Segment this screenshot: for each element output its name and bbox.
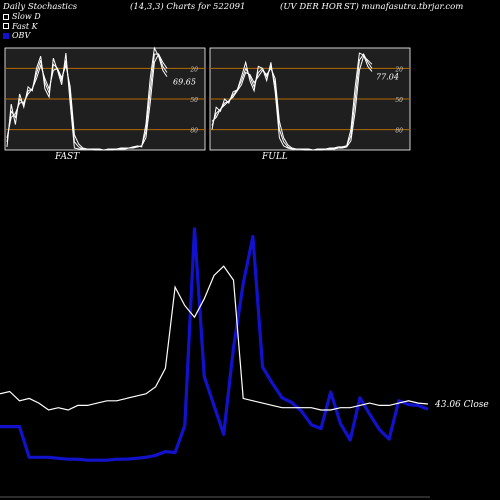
y-tick-label: 50 bbox=[395, 97, 403, 104]
stoch-series-line-1 bbox=[211, 53, 373, 151]
chart-site: ST) munafasutra.tbrjar.com bbox=[344, 2, 464, 12]
y-tick-label: 50 bbox=[190, 97, 198, 104]
chart-symbol: (UV DER HOR bbox=[280, 2, 343, 12]
full-panel-title: FULL bbox=[262, 152, 288, 162]
legend-label: Slow D bbox=[12, 12, 41, 21]
legend-label: Fast K bbox=[12, 21, 38, 31]
close-value-label: 43.06 Close bbox=[434, 400, 489, 410]
obv-series-line bbox=[0, 227, 429, 462]
chart-title: Daily Stochastics bbox=[3, 2, 78, 12]
y-tick-label: 20 bbox=[189, 66, 198, 73]
y-tick-label: 80 bbox=[190, 128, 198, 135]
chart-params: (14,3,3) Charts for 522091 bbox=[130, 2, 246, 12]
legend-item-fast-k: Fast K bbox=[3, 22, 41, 32]
close-series-line bbox=[0, 265, 429, 411]
legend-item-slow-d: Slow D bbox=[3, 12, 41, 22]
legend-item-obv: OBV bbox=[3, 31, 41, 41]
y-tick-label: 20 bbox=[394, 66, 403, 73]
legend-swatch bbox=[3, 13, 9, 20]
stoch-series-line-2 bbox=[6, 53, 168, 151]
last-value-label: 77.04 bbox=[376, 72, 399, 81]
legend: Slow D Fast K OBV bbox=[3, 12, 41, 41]
legend-swatch bbox=[3, 32, 9, 39]
legend-label: OBV bbox=[12, 31, 31, 40]
last-value-label: 69.65 bbox=[173, 78, 196, 87]
stoch-series-line-2 bbox=[211, 55, 373, 151]
fast-panel-title: FAST bbox=[55, 152, 80, 162]
legend-swatch bbox=[3, 23, 9, 30]
y-tick-label: 80 bbox=[395, 128, 403, 135]
